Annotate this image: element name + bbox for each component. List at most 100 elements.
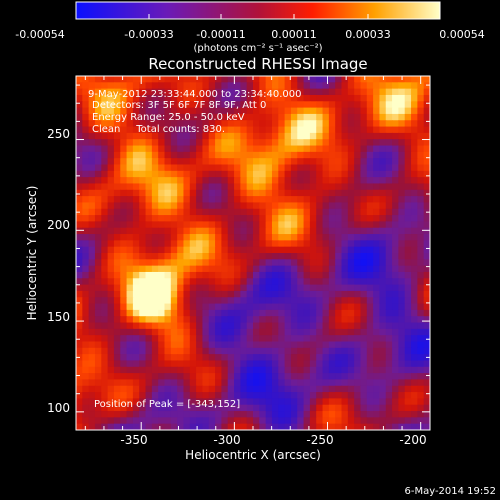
heatmap-pixel [76, 322, 83, 330]
heatmap-pixel [240, 101, 248, 109]
heatmap-pixel [215, 94, 222, 102]
heatmap-pixel [170, 132, 178, 140]
heatmap-pixel [379, 328, 387, 336]
heatmap-pixel [385, 290, 393, 298]
heatmap-pixel [145, 278, 153, 286]
heatmap-pixel [164, 284, 172, 292]
heatmap-pixel [341, 88, 349, 96]
heatmap-pixel [183, 354, 191, 362]
heatmap-pixel [164, 271, 172, 279]
heatmap-pixel [379, 107, 387, 115]
heatmap-pixel [360, 316, 368, 324]
heatmap-pixel [94, 271, 102, 279]
heatmap-pixel [404, 94, 412, 102]
heatmap-pixel [240, 328, 248, 336]
heatmap-pixel [316, 183, 324, 191]
heatmap-pixel [246, 88, 254, 96]
heatmap-pixel [354, 328, 362, 336]
heatmap-pixel [126, 284, 134, 292]
heatmap-pixel [164, 278, 172, 286]
heatmap-pixel [82, 158, 90, 166]
heatmap-pixel [120, 271, 128, 279]
heatmap-pixel [215, 132, 222, 140]
heatmap-pixel [76, 309, 83, 317]
heatmap-pixel [417, 177, 425, 185]
heatmap-pixel [94, 208, 102, 216]
colorbar-tick-label: -0.00054 [15, 28, 64, 41]
heatmap-pixel [164, 101, 172, 109]
heatmap-pixel [354, 417, 362, 425]
heatmap-pixel [335, 366, 343, 374]
heatmap-pixel [379, 341, 387, 349]
heatmap-pixel [385, 234, 393, 241]
heatmap-pixel [259, 196, 267, 204]
heatmap-pixel [101, 170, 109, 178]
heatmap-pixel [398, 107, 406, 115]
heatmap-pixel [202, 303, 210, 311]
heatmap-pixel [158, 126, 166, 134]
heatmap-pixel [411, 151, 418, 159]
heatmap-pixel [322, 82, 330, 90]
heatmap-pixel [76, 101, 83, 109]
heatmap-pixel [101, 202, 109, 210]
heatmap-pixel [290, 215, 298, 222]
heatmap-pixel [265, 417, 273, 425]
heatmap-pixel [316, 196, 324, 204]
heatmap-pixel [316, 164, 324, 172]
heatmap-pixel [354, 202, 362, 210]
heatmap-pixel [417, 240, 425, 248]
heatmap-pixel [145, 158, 153, 166]
heatmap-pixel [366, 158, 374, 166]
heatmap-pixel [215, 417, 222, 425]
heatmap-pixel [120, 253, 128, 260]
heatmap-pixel [132, 170, 140, 178]
heatmap-pixel [164, 392, 172, 399]
heatmap-pixel [76, 265, 83, 273]
heatmap-pixel [417, 335, 425, 343]
y-tick-label: 200 [47, 218, 70, 232]
heatmap-pixel [126, 379, 134, 387]
heatmap-pixel [303, 183, 311, 191]
heatmap-pixel [94, 417, 102, 425]
heatmap-pixel [82, 132, 90, 140]
heatmap-pixel [411, 411, 418, 418]
heatmap-pixel [271, 341, 279, 349]
heatmap-pixel [253, 423, 260, 430]
heatmap-pixel [88, 278, 96, 286]
heatmap-pixel [297, 202, 305, 210]
heatmap-pixel [132, 284, 140, 292]
heatmap-pixel [196, 88, 204, 96]
heatmap-pixel [164, 354, 172, 362]
heatmap-pixel [404, 259, 412, 267]
heatmap-pixel [170, 240, 178, 248]
heatmap-pixel [120, 423, 128, 430]
heatmap-pixel [423, 423, 430, 430]
heatmap-pixel [316, 132, 324, 140]
heatmap-pixel [158, 297, 166, 305]
heatmap-pixel [398, 215, 406, 222]
heatmap-pixel [253, 303, 260, 311]
heatmap-pixel [284, 234, 292, 241]
heatmap-pixel [265, 151, 273, 159]
heatmap-pixel [139, 132, 147, 140]
heatmap-pixel [120, 82, 128, 90]
heatmap-pixel [322, 139, 330, 147]
heatmap-pixel [94, 170, 102, 178]
heatmap-pixel [322, 170, 330, 178]
heatmap-pixel [278, 196, 286, 204]
heatmap-pixel [107, 373, 115, 381]
colorbar-tick-label: -0.00011 [196, 28, 245, 41]
heatmap-pixel [398, 373, 406, 381]
heatmap-pixel [126, 271, 134, 279]
heatmap-pixel [316, 373, 324, 381]
heatmap-pixel [309, 265, 317, 273]
heatmap-pixel [316, 316, 324, 324]
heatmap-pixel [234, 208, 241, 216]
heatmap-pixel [303, 88, 311, 96]
heatmap-pixel [145, 379, 153, 387]
heatmap-pixel [234, 94, 241, 102]
heatmap-pixel [107, 88, 115, 96]
heatmap-pixel [303, 120, 311, 128]
heatmap-pixel [297, 335, 305, 343]
x-tick-label: -350 [120, 433, 147, 447]
